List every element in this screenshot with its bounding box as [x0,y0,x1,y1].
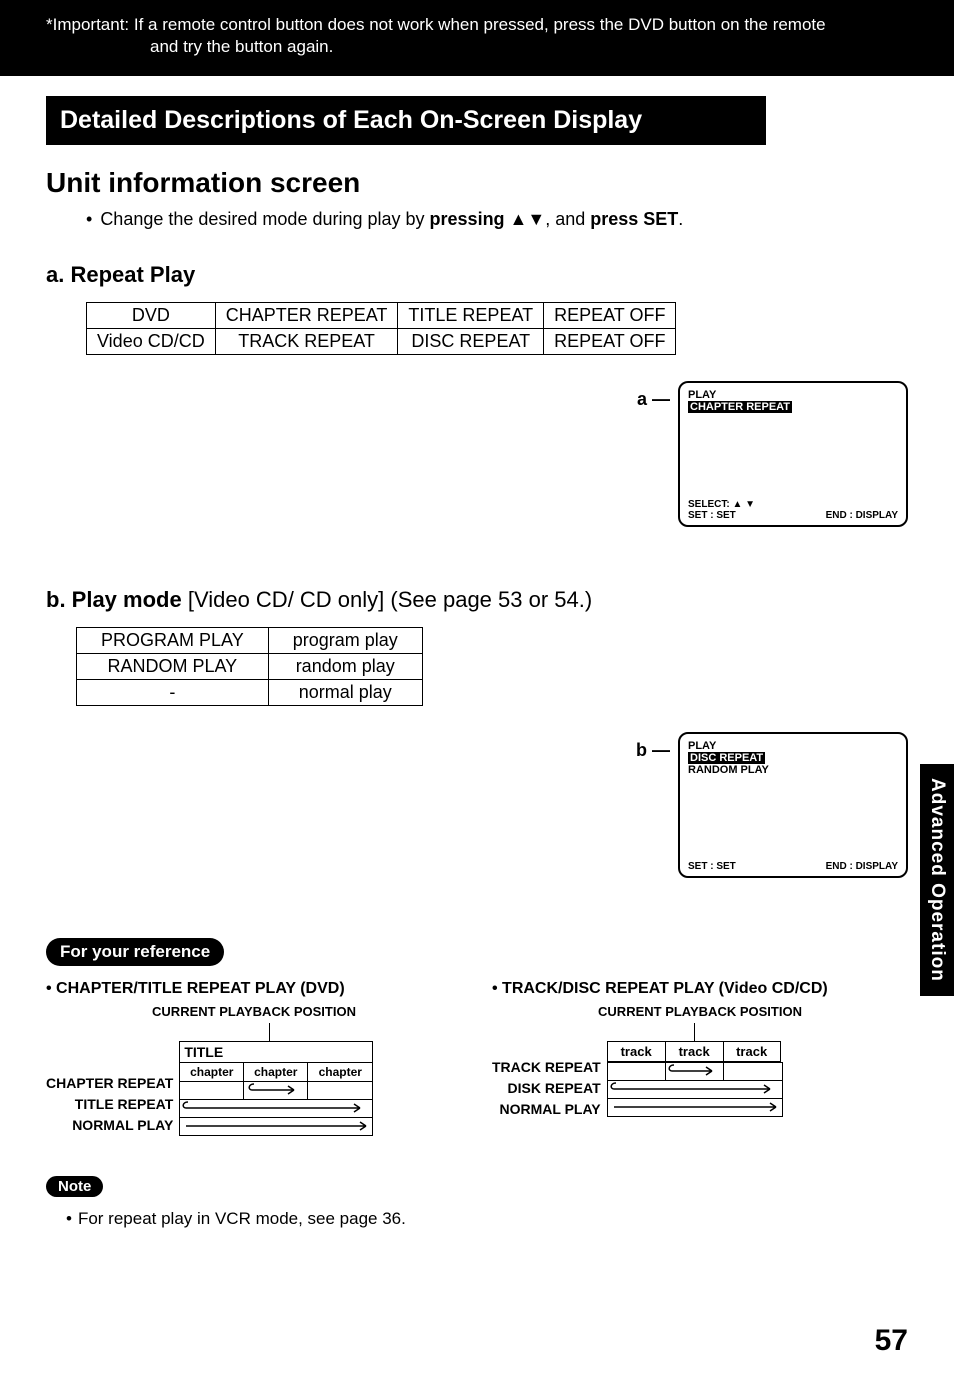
diagram-label: TITLE REPEAT [46,1094,173,1115]
diagram-label: TRACK REPEAT [492,1057,601,1078]
cell: CHAPTER REPEAT [215,303,398,329]
osd-line-play: PLAY [688,740,898,752]
cell: TITLE REPEAT [398,303,544,329]
osd-box-a: PLAY CHAPTER REPEAT SELECT: ▲ ▼ SET : SE… [678,381,908,527]
play-mode-heading-bold: b. Play mode [46,587,188,612]
osd-highlight: DISC REPEAT [688,752,765,764]
play-mode-table: PROGRAM PLAY program play RANDOM PLAY ra… [76,627,423,706]
osd-highlight: CHAPTER REPEAT [688,401,792,413]
instruction-set: press SET [590,209,678,229]
diagram-label: NORMAL PLAY [46,1115,173,1136]
cell: DVD [87,303,216,329]
osd-foot-set: SET : SET [688,510,755,521]
reference-dvd-subtitle: CURRENT PLAYBACK POSITION [46,1004,462,1019]
play-mode-heading-paren: [Video CD/ CD only] (See page 53 or 54.) [188,587,592,612]
cell: random play [268,654,422,680]
diagram-label: DISK REPEAT [492,1078,601,1099]
note-pill: Note [46,1176,103,1197]
repeat-play-table: DVD CHAPTER REPEAT TITLE REPEAT REPEAT O… [86,302,676,355]
diagram-dvd-box: TITLE chapter chapter chapter [179,1041,373,1136]
osd-foot-select: SELECT: ▲ ▼ [688,499,755,510]
osd-box-b: PLAY DISC REPEAT RANDOM PLAY SET : SET E… [678,732,908,878]
instruction-end: . [678,209,683,229]
table-row: - normal play [77,680,423,706]
reference-cd-subtitle: CURRENT PLAYBACK POSITION [492,1004,908,1019]
chapter-cell: chapter [244,1063,308,1081]
important-text-2: and try the button again. [150,37,333,56]
cell: REPEAT OFF [544,303,676,329]
osd-line-random: RANDOM PLAY [688,764,898,776]
loop-arrow-icon [666,1063,724,1079]
reference-cd-column: • TRACK/DISC REPEAT PLAY (Video CD/CD) C… [492,980,908,1136]
loop-arrow-icon [244,1082,308,1098]
straight-arrow-icon [180,1118,372,1134]
instruction-pressing: pressing ▲▼ [430,209,546,229]
page-number: 57 [875,1324,908,1358]
table-row: Video CD/CD TRACK REPEAT DISC REPEAT REP… [87,329,676,355]
chapter-cell: chapter [308,1063,372,1081]
section-title-bar: Detailed Descriptions of Each On-Screen … [46,96,766,145]
table-row: DVD CHAPTER REPEAT TITLE REPEAT REPEAT O… [87,303,676,329]
diagram-label: NORMAL PLAY [492,1099,601,1120]
table-row: RANDOM PLAY random play [77,654,423,680]
track-cell: track [665,1041,723,1062]
track-cell: track [723,1041,781,1062]
cell: TRACK REPEAT [215,329,398,355]
straight-arrow-icon [608,1099,782,1115]
cell: PROGRAM PLAY [77,628,269,654]
unit-information-heading: Unit information screen [46,167,908,199]
osd-foot-end: END : DISPLAY [826,510,898,521]
unit-info-instruction: •Change the desired mode during play by … [86,209,908,230]
repeat-play-heading: a. Repeat Play [46,262,908,288]
reference-dvd-column: • CHAPTER/TITLE REPEAT PLAY (DVD) CURREN… [46,980,462,1136]
osd-foot-set: SET : SET [688,861,736,872]
reference-cd-title: • TRACK/DISC REPEAT PLAY (Video CD/CD) [492,980,908,998]
osd-label-a: a — [637,389,670,410]
important-banner: *Important: If a remote control button d… [0,0,954,76]
reference-dvd-title: • CHAPTER/TITLE REPEAT PLAY (DVD) [46,980,462,998]
cell: normal play [268,680,422,706]
cell: RANDOM PLAY [77,654,269,680]
side-tab: Advanced Operation [920,764,954,996]
important-text-1: If a remote control button does not work… [134,15,826,34]
loop-arrow-icon [608,1081,782,1097]
loop-arrow-icon [180,1100,372,1116]
diagram-title-cell: TITLE [180,1042,372,1063]
diagram-cd-header: track track track [607,1041,783,1062]
reference-pill: For your reference [46,938,224,966]
diagram-label: CHAPTER REPEAT [46,1073,173,1094]
osd-line-play: PLAY [688,389,898,401]
osd-label-b: b — [636,740,670,761]
table-row: PROGRAM PLAY program play [77,628,423,654]
instruction-text-1: Change the desired mode during play by [100,209,429,229]
cell: program play [268,628,422,654]
important-label: *Important: [46,15,129,34]
play-mode-heading: b. Play mode [Video CD/ CD only] (See pa… [46,587,908,613]
cell: REPEAT OFF [544,329,676,355]
osd-foot-end: END : DISPLAY [826,861,898,872]
cell: DISC REPEAT [398,329,544,355]
cell: - [77,680,269,706]
cell: Video CD/CD [87,329,216,355]
track-cell: track [607,1041,665,1062]
instruction-mid: , and [545,209,590,229]
note-text: •For repeat play in VCR mode, see page 3… [66,1209,908,1229]
chapter-cell: chapter [180,1063,244,1081]
